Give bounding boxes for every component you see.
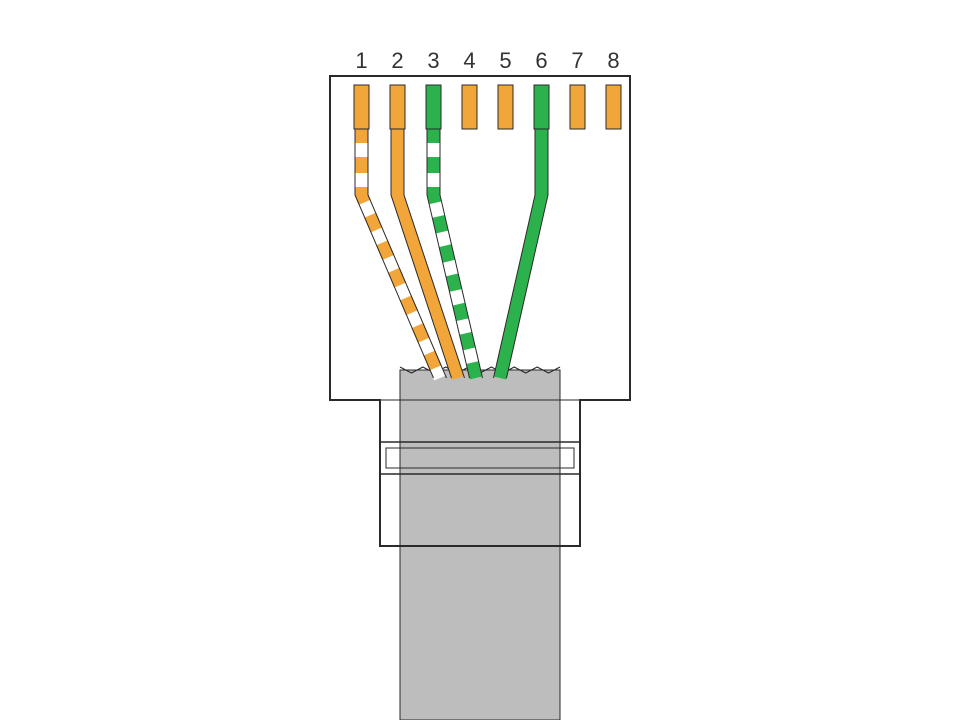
diagram-svg: [0, 0, 960, 720]
pin-label-6: 6: [527, 48, 557, 74]
rj45-wiring-diagram: 12345678: [0, 0, 960, 720]
pin-label-2: 2: [383, 48, 413, 74]
pin-label-5: 5: [491, 48, 521, 74]
pin-label-7: 7: [563, 48, 593, 74]
pin-label-8: 8: [599, 48, 629, 74]
pin-label-1: 1: [347, 48, 377, 74]
pin-label-3: 3: [419, 48, 449, 74]
pin-label-4: 4: [455, 48, 485, 74]
